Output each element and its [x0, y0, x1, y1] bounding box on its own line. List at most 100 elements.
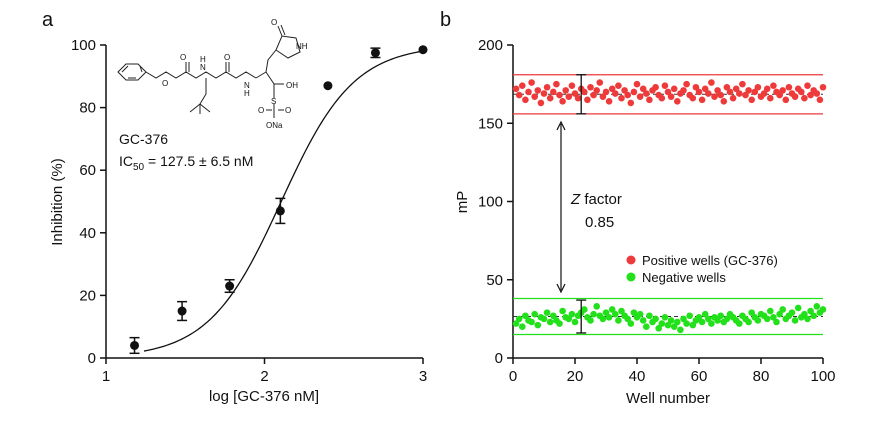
panel-b-data-point — [708, 79, 715, 86]
panel-a-ticks: 0 20 40 60 80 100 1 2 3 — [71, 37, 427, 385]
panel-b-data-point — [512, 320, 520, 327]
panel-b-data-point — [646, 96, 653, 104]
atom-n-2: N — [244, 81, 250, 90]
panel-b-data-point — [720, 98, 728, 105]
panel-b-data-point — [794, 304, 802, 312]
gc376-structure-drawing — [117, 24, 301, 118]
panel-b-data-point — [804, 82, 811, 89]
panel-a-data-point — [177, 306, 187, 316]
panel-b-data-point — [698, 96, 706, 104]
atom-o-2: O — [162, 79, 168, 88]
panel-b-data-point — [599, 93, 607, 100]
panel-a-y-axis-label: Inhibition (%) — [49, 158, 66, 246]
panel-b-x-tick-label: 40 — [629, 368, 646, 385]
panel-b-data-point — [745, 318, 752, 326]
panel-b-data-point — [695, 314, 703, 321]
atom-h-2: H — [244, 89, 250, 98]
panel-b-data-point — [602, 309, 610, 316]
panel-b-data-point — [711, 93, 718, 100]
panel-b-data-point — [683, 80, 690, 88]
ic50-text: IC50 = 127.5 ± 6.5 nM — [119, 153, 253, 173]
panel-b-data-point — [605, 98, 613, 105]
panel-b-data-point — [581, 88, 588, 96]
panel-b-data-point — [717, 91, 724, 99]
z-factor-prefix: Z — [570, 191, 581, 208]
panel-b-data-point — [667, 317, 675, 324]
panel-b-data-point — [779, 87, 786, 94]
panel-b-data-point — [630, 309, 638, 316]
panel-b-data-point — [689, 321, 697, 329]
panel-b-data-point — [770, 314, 777, 321]
panel-b-data-point — [782, 96, 790, 104]
panel-a-y-tick-label: 80 — [79, 100, 96, 117]
panel-b-data-point — [559, 98, 566, 105]
panel-b-data-point — [574, 94, 582, 102]
panel-b-data-point — [615, 317, 622, 324]
panel-b-data-point — [813, 90, 821, 97]
panel-b-data-point — [763, 85, 771, 93]
panel-b-data-point — [816, 96, 824, 104]
panel-b-data-point — [664, 321, 672, 329]
panel-b-data-point — [639, 317, 647, 324]
panel-b-data-point — [646, 312, 653, 320]
panel-b-data-point — [754, 317, 762, 324]
panel-b-data-point — [546, 318, 554, 326]
panel-b-data-point — [630, 88, 638, 96]
panel-b-data-point — [655, 324, 662, 332]
z-factor-arrow — [556, 120, 566, 294]
panel-b-data-point — [531, 310, 538, 318]
panel-a-data-point — [323, 81, 333, 91]
panel-b-data-point — [754, 83, 762, 91]
panel-b-data-point — [590, 310, 597, 318]
ic50-subscript: 50 — [133, 162, 145, 173]
panel-b-data-point — [714, 317, 721, 324]
panel-b-data-point — [763, 315, 771, 323]
panel-b-data-point — [658, 94, 666, 102]
atom-o-4: O — [271, 18, 277, 27]
panel-b-data-point — [522, 96, 529, 104]
panel-b-data-point — [587, 83, 594, 91]
panel-b-data-point — [540, 90, 548, 97]
panel-b-data-point — [543, 83, 551, 91]
panel-b-data-point — [748, 309, 755, 316]
panel-b-data-point — [537, 99, 545, 107]
panel-a-x-tick-label: 1 — [102, 368, 110, 385]
panel-b-data-point — [760, 90, 768, 97]
panel-b-data-point — [776, 310, 783, 318]
panel-b-data-point — [798, 88, 805, 96]
panel-b-data-point — [701, 310, 709, 318]
panel-b-x-tick-label: 60 — [691, 368, 708, 385]
panel-b-data-point — [519, 323, 526, 331]
panel-b-data-point — [639, 85, 647, 93]
panel-b-data-point — [692, 83, 700, 91]
panel-b-data-point — [543, 309, 551, 316]
panel-b-data-point — [801, 94, 808, 102]
panel-b-data-point — [661, 314, 669, 321]
panel-b-data-point — [791, 93, 799, 100]
panel-b-data-point — [587, 317, 594, 324]
panel-b-data-point — [618, 307, 625, 315]
panel-b-data-point — [652, 315, 659, 323]
compound-name: GC-376 — [119, 131, 168, 147]
panel-a-data-point — [130, 340, 140, 350]
panel-b-data-point — [627, 320, 635, 327]
panel-b-data-point — [708, 320, 715, 327]
panel-b-data-point — [593, 87, 600, 94]
panel-b-data-point — [636, 310, 644, 318]
panel-b-data-point — [571, 318, 579, 326]
panel-b-data-point — [608, 85, 616, 93]
panel-b-sd-bars — [576, 74, 587, 334]
panel-b-data-point — [581, 306, 588, 313]
panel-b-data-point — [773, 318, 780, 326]
atom-h-1: H — [200, 55, 206, 64]
panel-b-data-point — [636, 93, 644, 100]
panel-b-data-point — [674, 318, 681, 326]
legend-label-positive: Positive wells (GC-376) — [642, 253, 778, 268]
z-factor-suffix: factor — [580, 191, 622, 208]
panel-b-data-point — [556, 91, 563, 99]
panel-b-data-point — [571, 90, 579, 97]
panel-b-data-point — [553, 80, 560, 88]
ic50-value: = 127.5 ± 6.5 nM — [144, 153, 253, 169]
panel-b-data-point — [664, 88, 672, 96]
